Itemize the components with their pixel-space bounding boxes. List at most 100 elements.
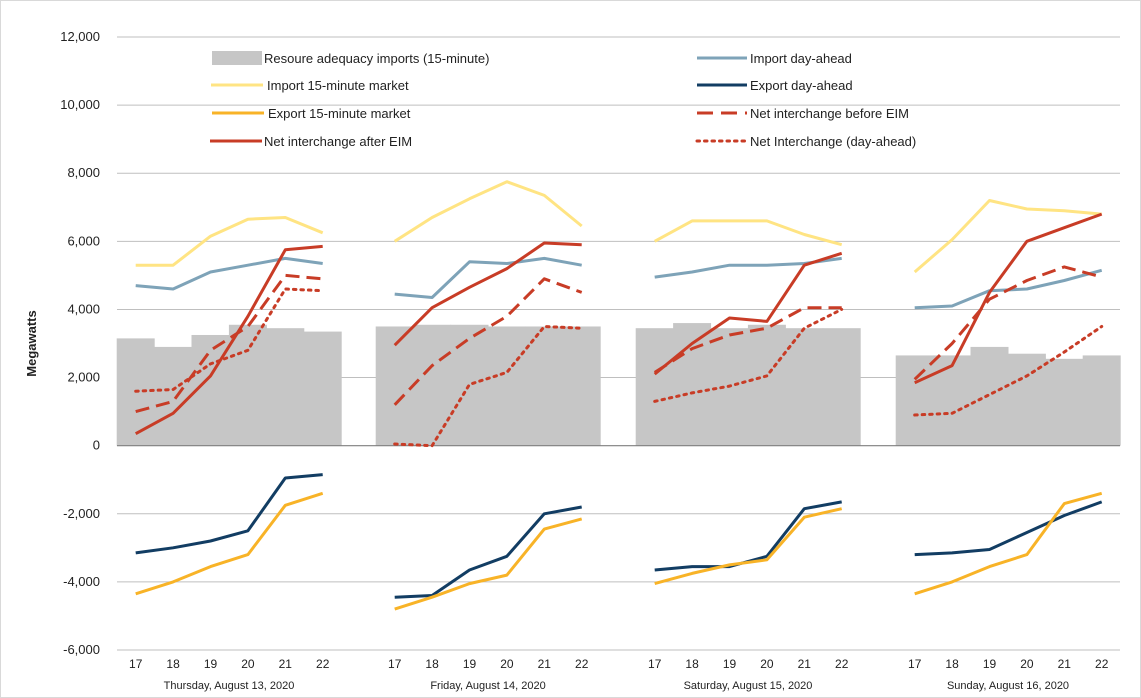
ra-import-bar bbox=[562, 326, 601, 446]
series-line-net-after bbox=[914, 212, 1103, 385]
series-line-net-after bbox=[393, 241, 582, 347]
x-tick-label: 20 bbox=[500, 657, 514, 671]
series-line-net-after bbox=[134, 244, 323, 436]
legend-label-export-da: Export day-ahead bbox=[750, 78, 853, 93]
legend-label-net-da: Net Interchange (day-ahead) bbox=[750, 134, 916, 149]
x-tick-label: 17 bbox=[388, 657, 402, 671]
ra-import-bar bbox=[413, 324, 452, 446]
series-line-export-15 bbox=[654, 507, 843, 586]
ra-import-bar bbox=[228, 324, 267, 446]
day-label: Saturday, August 15, 2020 bbox=[684, 680, 813, 692]
y-tick-label: 2,000 bbox=[67, 370, 100, 385]
legend-label-export-15: Export 15-minute market bbox=[268, 106, 411, 121]
x-tick-label: 21 bbox=[798, 657, 812, 671]
x-tick-label: 22 bbox=[835, 657, 849, 671]
ra-import-bar bbox=[635, 328, 674, 446]
ra-import-bar bbox=[487, 326, 526, 446]
x-tick-label: 22 bbox=[1095, 657, 1109, 671]
series-lines bbox=[134, 180, 1104, 611]
x-tick-label: 19 bbox=[204, 657, 218, 671]
ra-import-bar bbox=[785, 328, 824, 446]
x-tick-label: 20 bbox=[760, 657, 774, 671]
x-tick-label: 18 bbox=[166, 657, 180, 671]
y-axis-label: Megawatts bbox=[24, 310, 39, 376]
y-tick-label: 6,000 bbox=[67, 233, 100, 248]
series-line-export-da bbox=[914, 500, 1103, 557]
x-tick-label: 17 bbox=[648, 657, 662, 671]
series-line-import-da bbox=[135, 256, 323, 291]
ra-import-bar bbox=[822, 328, 861, 446]
x-tick-label: 18 bbox=[685, 657, 699, 671]
ra-import-bar bbox=[1082, 355, 1121, 446]
series-line-import-15 bbox=[913, 199, 1102, 274]
x-tick-label: 19 bbox=[463, 657, 477, 671]
x-tick-label: 21 bbox=[1058, 657, 1072, 671]
ra-import-bar bbox=[933, 355, 972, 446]
legend-label-net-before: Net interchange before EIM bbox=[750, 106, 909, 121]
series-line-net-da bbox=[653, 307, 844, 403]
y-tick-label: 4,000 bbox=[67, 301, 100, 316]
x-tick-label: 20 bbox=[241, 657, 255, 671]
ra-import-bar bbox=[970, 346, 1009, 446]
y-tick-label: -2,000 bbox=[63, 506, 100, 521]
series-line-export-da bbox=[394, 505, 582, 599]
y-tick-label: 0 bbox=[93, 438, 100, 453]
x-tick-label: 18 bbox=[945, 657, 959, 671]
x-tick-label: 18 bbox=[425, 657, 439, 671]
series-line-import-15 bbox=[135, 216, 324, 267]
gridlines bbox=[117, 36, 1120, 651]
series-line-export-da bbox=[135, 473, 323, 555]
y-tick-label: 8,000 bbox=[67, 165, 100, 180]
legend: Resoure adequacy imports (15-minute) Impo… bbox=[210, 51, 916, 149]
x-tick-label: 17 bbox=[908, 657, 922, 671]
x-tick-label: 20 bbox=[1020, 657, 1034, 671]
series-line-net-da bbox=[134, 287, 325, 393]
ra-import-bar bbox=[266, 328, 305, 446]
series-line-import-da bbox=[394, 256, 582, 299]
series-line-net-da bbox=[393, 325, 584, 448]
ra-import-bar bbox=[525, 326, 564, 446]
y-axis-ticks: -6,000 -4,000 -2,000 0 2,000 4,000 6,000 8,000 1… bbox=[60, 29, 100, 657]
day-label: Sunday, August 16, 2020 bbox=[947, 680, 1069, 692]
ra-import-bar bbox=[747, 324, 786, 446]
series-line-net-before bbox=[913, 265, 1103, 381]
y-tick-label: -4,000 bbox=[63, 574, 100, 589]
series-line-net-da bbox=[913, 325, 1104, 417]
day-label: Thursday, August 13, 2020 bbox=[164, 680, 295, 692]
y-tick-label: 12,000 bbox=[60, 29, 100, 44]
series-line-net-before bbox=[653, 306, 842, 374]
x-tick-label: 17 bbox=[129, 657, 143, 671]
x-tick-label: 21 bbox=[538, 657, 552, 671]
ra-import-bar bbox=[895, 355, 934, 446]
ra-import-bar bbox=[154, 346, 193, 446]
day-label: Friday, August 14, 2020 bbox=[430, 680, 545, 692]
ra-import-bar bbox=[375, 326, 414, 446]
x-axis-ticks: 17 18 19 20 21 22 17 18 19 20 21 22 17 18 19 20 21 22 17 18… bbox=[129, 657, 1109, 671]
ra-import-bar bbox=[303, 331, 342, 446]
y-tick-label: 10,000 bbox=[60, 97, 100, 112]
ra-import-bar bbox=[1045, 358, 1084, 446]
series-line-export-15 bbox=[914, 491, 1103, 596]
legend-label-ra-imports: Resoure adequacy imports (15-minute) bbox=[264, 51, 489, 66]
series-line-import-15 bbox=[653, 219, 843, 247]
legend-label-import-15: Import 15-minute market bbox=[267, 78, 409, 93]
legend-label-import-da: Import day-ahead bbox=[750, 51, 852, 66]
day-labels: Thursday, August 13, 2020 Friday, August … bbox=[164, 680, 1069, 692]
series-line-import-15 bbox=[393, 180, 583, 243]
legend-swatch-ra-imports bbox=[212, 51, 262, 65]
x-tick-label: 19 bbox=[983, 657, 997, 671]
series-line-export-15 bbox=[394, 517, 583, 611]
legend-label-net-after: Net interchange after EIM bbox=[264, 134, 412, 149]
series-line-net-before bbox=[393, 277, 583, 406]
x-tick-label: 22 bbox=[316, 657, 330, 671]
x-tick-label: 22 bbox=[575, 657, 589, 671]
x-tick-label: 21 bbox=[279, 657, 293, 671]
y-tick-label: -6,000 bbox=[63, 642, 100, 657]
series-line-export-15 bbox=[135, 491, 324, 596]
ra-import-bar bbox=[673, 323, 712, 446]
series-line-net-after bbox=[653, 251, 843, 376]
series-line-net-before bbox=[135, 273, 323, 414]
x-tick-label: 19 bbox=[723, 657, 737, 671]
